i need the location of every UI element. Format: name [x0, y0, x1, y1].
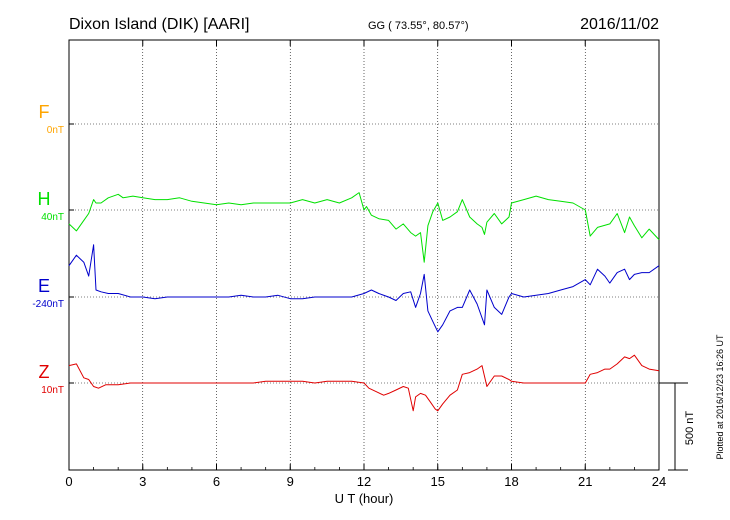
- x-tick-label: 6: [213, 474, 220, 489]
- coords-label: GG ( 73.55°, 80.57°): [368, 20, 469, 32]
- x-tick-label: 0: [65, 474, 72, 489]
- x-tick-label: 9: [287, 474, 294, 489]
- series-e-line: [68, 244, 660, 333]
- series-labels: F 0nT H 40nT E -240nT Z 10nT: [32, 102, 64, 396]
- series-f-baseline-label: 0nT: [47, 125, 64, 136]
- x-tick-label: 24: [652, 474, 666, 489]
- series-h-baseline-label: 40nT: [41, 212, 64, 223]
- series-h-line: [68, 192, 660, 263]
- x-tick-label: 15: [431, 474, 445, 489]
- x-axis-label: U T (hour): [335, 491, 394, 506]
- series-e-name: E: [38, 276, 50, 296]
- scale-bar-label: 500 nT: [684, 411, 696, 446]
- series-z-name: Z: [39, 362, 50, 382]
- x-tick-label: 21: [578, 474, 592, 489]
- series-z-line: [68, 354, 660, 412]
- x-tick-label: 18: [504, 474, 518, 489]
- plotted-timestamp: Plotted at 2016/12/23 16:26 UT: [715, 334, 725, 460]
- series-h-name: H: [38, 189, 51, 209]
- x-ticks: 0 3 6 9 12 15 18 21 24: [65, 40, 666, 489]
- series-lines: [68, 192, 660, 412]
- scale-bar: 500 nT: [659, 382, 696, 471]
- date-label: 2016/11/02: [580, 16, 659, 33]
- x-tick-label: 3: [139, 474, 146, 489]
- plot-frame: [68, 39, 660, 471]
- series-f-name: F: [39, 102, 50, 122]
- series-e-baseline-label: -240nT: [32, 299, 64, 310]
- x-tick-label: 12: [357, 474, 371, 489]
- series-z-baseline-label: 10nT: [41, 385, 64, 396]
- grid: [69, 40, 659, 470]
- station-title: Dixon Island (DIK) [AARI]: [69, 16, 250, 33]
